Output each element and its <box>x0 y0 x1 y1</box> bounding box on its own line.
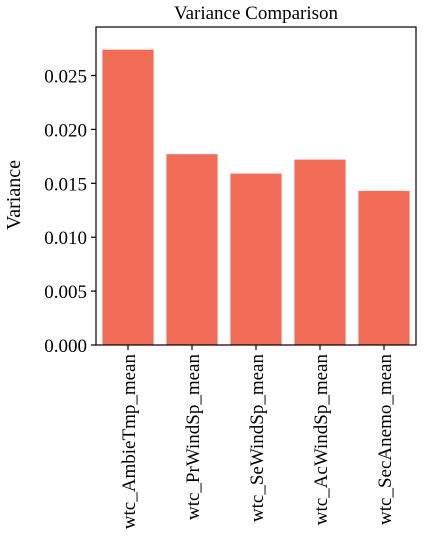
bars-group <box>102 49 410 345</box>
y-ticks-group: 0.000 0.005 0.010 0.015 0.020 0.025 <box>44 67 96 357</box>
y-tick-label: 0.015 <box>44 174 87 195</box>
chart-title: Variance Comparison <box>174 3 339 24</box>
bar-wtc_AcWindSp_mean <box>294 159 346 345</box>
x-ticks-group: wtc_AmbieTmp_mean wtc_PrWindSp_mean wtc_Se… <box>119 345 396 529</box>
x-tick-label: wtc_AmbieTmp_mean <box>119 354 140 530</box>
bar-wtc_SeWindSp_mean <box>230 173 282 345</box>
y-tick-label: 0.010 <box>44 228 87 249</box>
y-tick-label: 0.000 <box>44 336 87 357</box>
x-tick-label: wtc_SecAnemo_mean <box>375 354 396 525</box>
y-tick-label: 0.005 <box>44 282 87 303</box>
y-axis-label: Variance <box>3 160 25 230</box>
y-tick-label: 0.025 <box>44 67 87 88</box>
x-tick-label: wtc_SeWindSp_mean <box>247 354 268 523</box>
plot-frame <box>95 26 417 346</box>
bar-wtc_PrWindSp_mean <box>166 154 218 345</box>
bar-wtc_AmbieTmp_mean <box>102 49 154 345</box>
y-tick-label: 0.020 <box>44 120 87 141</box>
bar-wtc_SecAnemo_mean <box>358 190 410 345</box>
x-tick-label: wtc_AcWindSp_mean <box>311 354 332 526</box>
x-tick-label: wtc_PrWindSp_mean <box>183 354 204 520</box>
